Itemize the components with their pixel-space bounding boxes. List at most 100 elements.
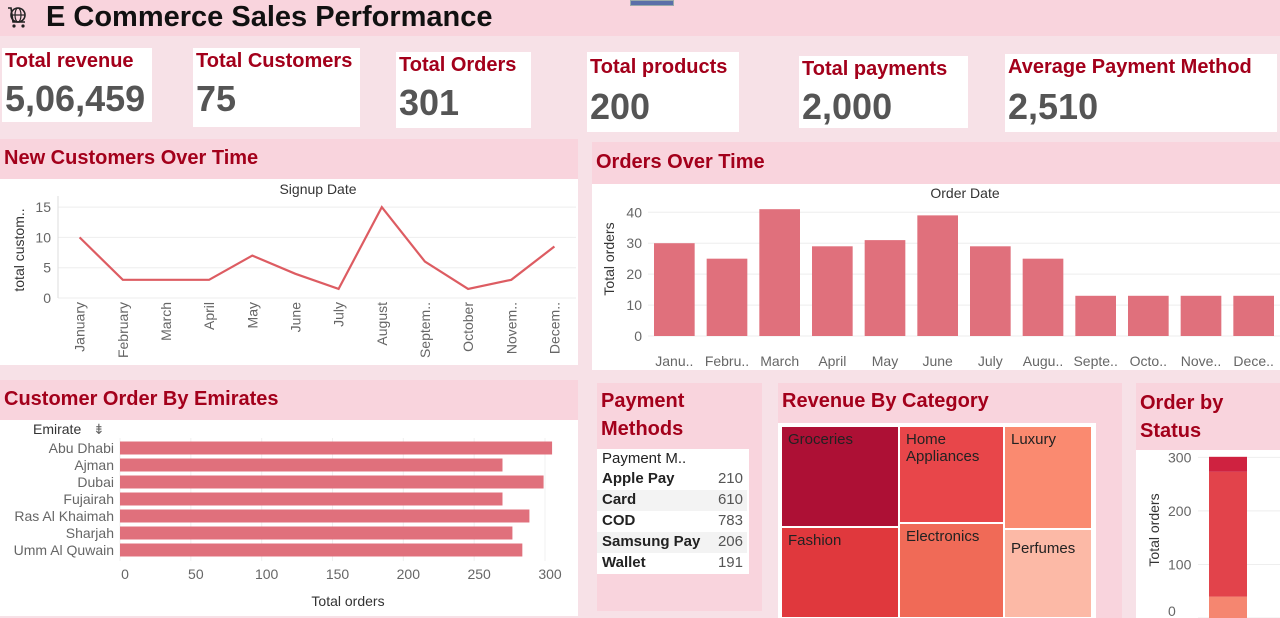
table-row[interactable]: Card 610	[597, 490, 747, 511]
x-tick-label: July	[978, 353, 1003, 369]
x-tick-label: April	[818, 353, 846, 369]
y-tick-label: 20	[626, 266, 642, 282]
panel-title-line1: Order by	[1140, 392, 1224, 414]
table-header: Payment M..	[602, 450, 687, 467]
kpi-label: Average Payment Method	[1008, 56, 1252, 78]
x-tick-label: June	[287, 302, 303, 333]
bar	[654, 243, 695, 336]
kpi-value: 2,000	[802, 86, 893, 127]
bar	[120, 458, 503, 472]
bar	[970, 246, 1011, 336]
x-tick-label: Dece..	[1233, 353, 1273, 369]
panel-header: Customer Order By Emirates	[0, 380, 578, 420]
x-tick-label: Decem..	[546, 302, 562, 354]
page-title: E Commerce Sales Performance	[46, 1, 493, 33]
table-row[interactable]: Apple Pay 210	[597, 469, 747, 490]
x-tick-label: January	[72, 302, 88, 352]
panel-title: Customer Order By Emirates	[4, 388, 279, 410]
x-tick-label: February	[115, 302, 131, 358]
y-tick-label: Ras Al Khaimah	[14, 508, 114, 524]
cart-globe-icon	[8, 7, 26, 28]
x-tick-label: 50	[188, 566, 204, 582]
kpi-card-products: Total products 200	[587, 52, 739, 132]
kpi-value: 301	[399, 82, 460, 123]
kpi-label: Total products	[590, 56, 728, 78]
x-tick-label: March	[760, 353, 799, 369]
bar	[120, 492, 503, 506]
y-tick-label: 10	[626, 297, 642, 313]
panel-title-line2: Methods	[601, 418, 684, 440]
y-tick-label: 40	[626, 204, 642, 220]
x-tick-label: Augu..	[1023, 353, 1063, 369]
x-tick-label: 100	[255, 566, 279, 582]
table-row[interactable]: Wallet 191	[597, 553, 747, 574]
stacked-bar-segment	[1209, 456, 1247, 472]
y-tick-label: 0	[634, 328, 642, 344]
bar	[812, 246, 853, 336]
stacked-bar-segment	[1209, 471, 1247, 597]
x-tick-label: Octo..	[1130, 353, 1167, 369]
y-tick-label: 300	[1168, 450, 1192, 465]
x-tick-label: August	[374, 302, 390, 346]
y-tick-label: Sharjah	[66, 525, 114, 541]
x-tick-label: March	[158, 302, 174, 341]
x-tick-label: July	[331, 302, 347, 327]
x-tick-label: May	[872, 353, 898, 369]
bar	[120, 475, 544, 489]
treemap-cell[interactable]: Electronics	[899, 523, 1004, 618]
y-tick-label: Fujairah	[63, 491, 114, 507]
kpi-value: 200	[590, 86, 651, 127]
treemap-cell[interactable]: Home Appliances	[899, 426, 1004, 523]
treemap: Groceries Fashion Home Appliances Electr…	[778, 423, 1096, 618]
x-tick-label: Febru..	[705, 353, 749, 369]
order-status-chart: Total orders 0 100 200 300	[1136, 450, 1280, 618]
orders-bar-chart: Order Date Total orders 0 10 20 30 40 Janu.. F…	[601, 185, 1280, 369]
kpi-card-revenue: Total revenue 5,06,459	[2, 48, 152, 122]
y-tick-label: Dubai	[77, 474, 114, 490]
y-tick-label: 0	[43, 290, 51, 306]
y-axis-title: total custom..	[11, 208, 27, 291]
panel-title: New Customers Over Time	[4, 147, 259, 169]
kpi-value: 2,510	[1008, 86, 1099, 127]
x-axis-title: Total orders	[311, 593, 384, 609]
kpi-label: Total payments	[802, 58, 948, 80]
treemap-cell[interactable]: Fashion	[781, 527, 899, 618]
bar	[864, 240, 906, 336]
x-tick-label: Septem..	[417, 302, 433, 358]
y-tick-label: 5	[43, 260, 51, 276]
bar	[120, 441, 553, 455]
kpi-card-avg-payment: Average Payment Method 2,510	[1005, 54, 1277, 132]
y-tick-label: Ajman	[74, 457, 114, 473]
x-tick-label: 200	[397, 566, 421, 582]
kpi-label: Total Orders	[399, 54, 517, 76]
panel-title-line2: Status	[1140, 420, 1202, 442]
y-axis-caption: Emirate	[33, 421, 81, 437]
kpi-label: Total Customers	[196, 50, 353, 72]
x-tick-label: 150	[326, 566, 350, 582]
y-axis-title: Total orders	[1146, 493, 1162, 566]
x-tick-label: October	[460, 302, 476, 352]
bar	[759, 209, 800, 336]
treemap-cell[interactable]: Groceries	[781, 426, 899, 527]
kpi-card-orders: Total Orders 301	[396, 52, 531, 128]
bar	[706, 258, 748, 336]
x-tick-label: Nove..	[1181, 353, 1221, 369]
title-bar	[0, 0, 1280, 36]
bar	[1022, 258, 1064, 336]
stacked-bar-segment	[1209, 596, 1247, 618]
panel-header: Orders Over Time	[592, 142, 1280, 184]
sort-icon[interactable]: ⇟	[93, 421, 105, 437]
kpi-value: 5,06,459	[5, 78, 146, 119]
emirates-bar-chart: Emirate ⇟ Total orders 0 50 100 150 200 250 30…	[14, 421, 562, 609]
bar	[917, 215, 958, 336]
table-row[interactable]: Samsung Pay 206	[597, 532, 747, 553]
kpi-card-payments: Total payments 2,000	[799, 56, 968, 128]
x-tick-label: June	[922, 353, 953, 369]
toolbar-icon[interactable]	[630, 0, 674, 6]
y-axis-title: Total orders	[601, 222, 617, 295]
treemap-cell[interactable]: Perfumes	[1004, 529, 1092, 618]
x-tick-label: Septe..	[1073, 353, 1117, 369]
y-tick-label: 30	[626, 235, 642, 251]
table-row[interactable]: COD 783	[597, 511, 747, 532]
treemap-cell[interactable]: Luxury	[1004, 426, 1092, 529]
